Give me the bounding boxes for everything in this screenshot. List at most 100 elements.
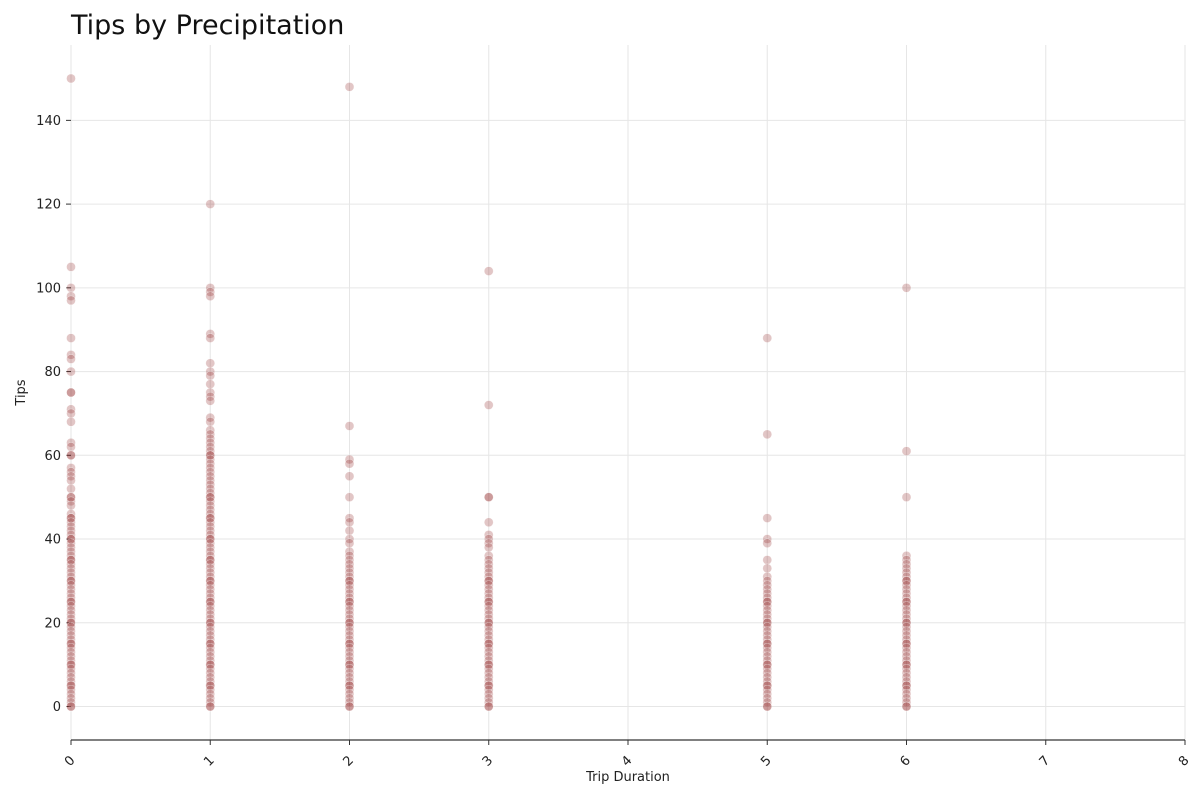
data-point [344, 609, 355, 620]
data-point [762, 429, 772, 440]
data-point [762, 668, 772, 678]
data-point [484, 592, 494, 603]
data-point [484, 551, 494, 561]
data-point [66, 262, 76, 272]
data-point [344, 697, 355, 708]
data-point [344, 618, 355, 628]
data-point [344, 563, 355, 574]
data-point [205, 496, 215, 507]
data-point [66, 680, 76, 691]
data-point [344, 643, 355, 653]
data-point [901, 676, 912, 687]
data-point [484, 697, 494, 708]
data-point [205, 454, 215, 465]
data-point [66, 354, 76, 364]
x-axis-label: Trip Duration [585, 770, 670, 785]
data-point [901, 697, 912, 708]
data-point [344, 638, 355, 649]
data-point [205, 463, 215, 473]
data-point [66, 676, 76, 687]
data-point [66, 437, 76, 448]
data-point [205, 471, 215, 481]
data-point [205, 697, 215, 708]
data-point [66, 630, 76, 641]
data-point [484, 555, 494, 565]
data-point [66, 509, 76, 519]
data-point [901, 689, 912, 699]
data-point [66, 525, 76, 536]
x-tick-label: 4 [619, 753, 635, 769]
y-tick-label: 20 [44, 616, 61, 631]
data-point [344, 513, 355, 523]
data-point [66, 404, 76, 414]
data-point [344, 680, 355, 691]
data-point [901, 630, 912, 641]
data-point [762, 638, 772, 649]
data-point [344, 659, 355, 670]
data-point [205, 379, 215, 389]
data-point [66, 559, 76, 569]
data-point [484, 672, 494, 682]
data-point [484, 571, 494, 582]
data-point [762, 534, 772, 544]
data-point [344, 580, 355, 590]
data-point [484, 613, 494, 624]
data-point [762, 685, 772, 695]
x-tick-label: 5 [758, 753, 774, 769]
data-point [344, 588, 355, 599]
x-tick-label: 8 [1176, 753, 1192, 769]
data-point [205, 638, 215, 649]
data-point [205, 668, 215, 678]
data-point [205, 417, 215, 427]
data-point [762, 630, 772, 641]
data-point [901, 576, 912, 586]
data-point [66, 626, 76, 636]
data-point [901, 647, 912, 657]
data-point [484, 492, 494, 502]
data-point [205, 664, 215, 674]
data-point [205, 693, 215, 703]
data-point [344, 525, 355, 536]
data-point [901, 588, 912, 599]
data-point [205, 504, 215, 515]
data-point [344, 534, 355, 544]
data-point [484, 517, 494, 528]
data-point [901, 597, 912, 607]
data-point [205, 484, 215, 494]
data-point [762, 576, 772, 586]
data-point [205, 437, 215, 448]
data-point [205, 488, 215, 498]
data-point [344, 567, 355, 578]
data-point [762, 513, 772, 523]
data-point [66, 496, 76, 507]
data-point [901, 626, 912, 636]
data-point [66, 484, 76, 494]
data-point [762, 597, 772, 607]
data-point [344, 517, 355, 528]
data-point [901, 580, 912, 590]
data-point [66, 634, 76, 645]
data-point [762, 584, 772, 595]
data-point [66, 538, 76, 548]
data-point [66, 672, 76, 682]
data-point [901, 446, 912, 456]
data-point [66, 471, 76, 481]
data-point [344, 689, 355, 699]
data-point [344, 630, 355, 641]
data-point [762, 647, 772, 657]
data-point [484, 634, 494, 645]
data-point [344, 693, 355, 703]
data-point [901, 551, 912, 561]
data-point [762, 609, 772, 620]
data-point [901, 680, 912, 691]
data-point [901, 605, 912, 615]
data-point [901, 618, 912, 628]
data-point [205, 622, 215, 632]
data-point [66, 467, 76, 477]
data-point [484, 563, 494, 574]
data-point [66, 638, 76, 649]
data-point [484, 530, 494, 540]
data-point [66, 651, 76, 662]
data-point [66, 609, 76, 620]
